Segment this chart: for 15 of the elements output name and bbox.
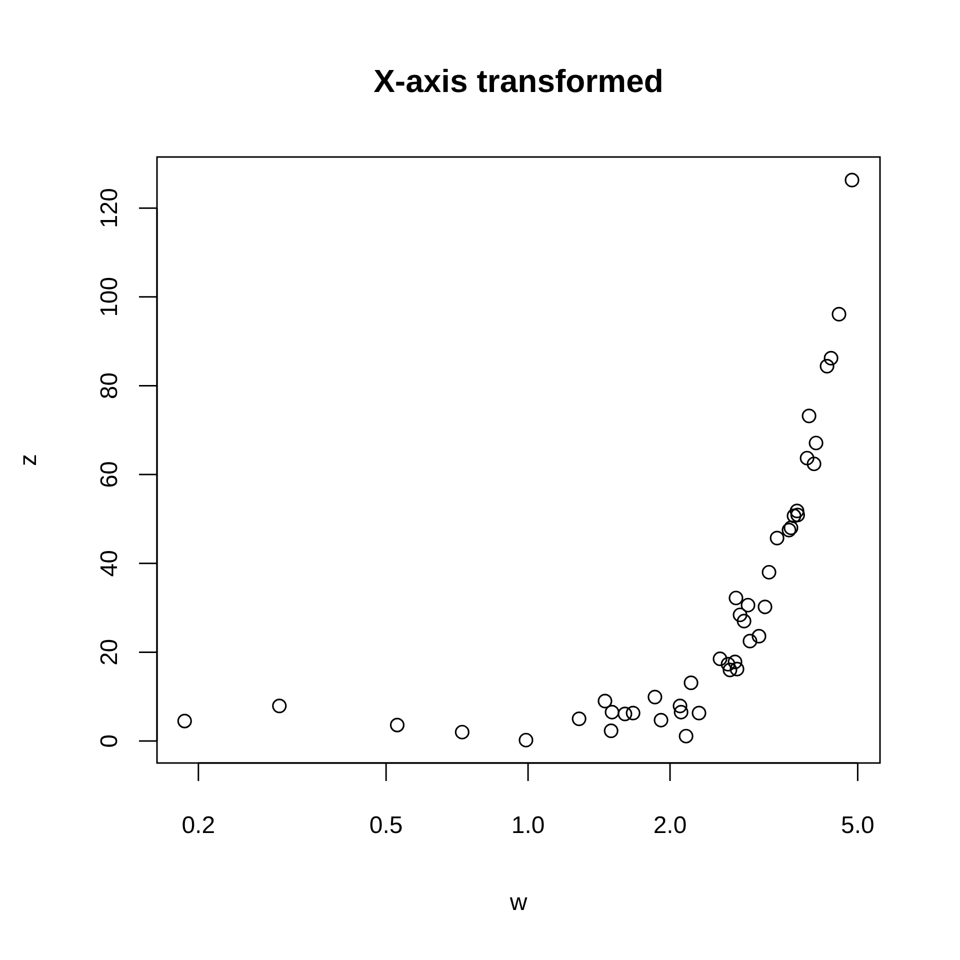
x-tick-label: 1.0 bbox=[511, 812, 545, 839]
chart-title: X-axis transformed bbox=[374, 63, 664, 99]
y-tick-label: 60 bbox=[96, 461, 123, 488]
x-tick-label: 5.0 bbox=[841, 812, 874, 839]
y-tick-label: 20 bbox=[96, 638, 123, 666]
x-tick-label: 0.2 bbox=[182, 812, 216, 839]
y-axis-title: z bbox=[15, 454, 42, 466]
x-tick-label: 0.5 bbox=[369, 812, 403, 839]
x-tick-label: 2.0 bbox=[653, 812, 687, 839]
y-tick-label: 80 bbox=[96, 372, 123, 400]
y-tick-label: 0 bbox=[96, 734, 123, 748]
y-tick-label: 100 bbox=[96, 276, 123, 317]
y-tick-label: 40 bbox=[96, 550, 123, 577]
x-axis-title: w bbox=[508, 889, 528, 916]
y-tick-label: 120 bbox=[96, 188, 123, 228]
